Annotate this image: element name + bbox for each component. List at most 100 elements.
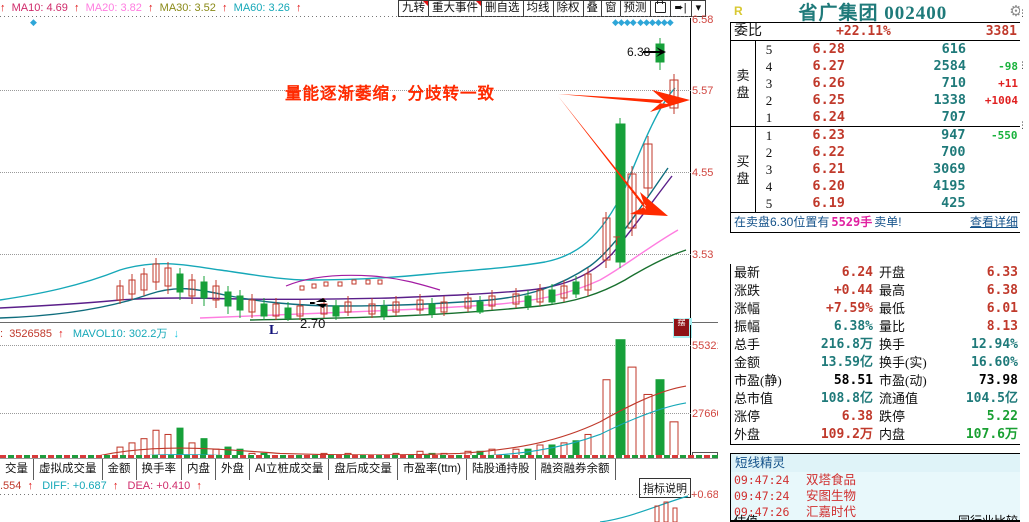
toolbar-button-major-events[interactable]: 重大事件	[429, 0, 482, 17]
price-axis-tick-2: 4.55	[692, 167, 714, 179]
sell-price[interactable]: 6.28	[812, 41, 845, 57]
toolbar-button-adjust[interactable]: 除权	[553, 0, 584, 17]
gear-icon[interactable]: ⚙	[1009, 3, 1023, 20]
tab-ai-pile-volume-label: AI立桩成交量	[255, 463, 324, 475]
price-chart-panel[interactable]: 6.58 5.57 4.55 3.53	[0, 14, 718, 338]
toolbar-button-remove-watchlist[interactable]: 删自选	[482, 0, 524, 17]
volume-axis-tick-0: 55321	[692, 340, 723, 352]
price-chart-frame	[0, 18, 691, 323]
tab-margin-balance[interactable]: 融资融券余额	[536, 459, 616, 480]
news-row: 09:47:24 双塔食品	[731, 472, 1021, 488]
ma-legend-bar: ↑ MA10: 4.69 ↑ MA20: 3.82 ↑ MA30: 3.52 ↑…	[0, 0, 718, 16]
toolbar-button-overlay[interactable]: 叠	[583, 0, 602, 17]
tab-amount[interactable]: 金额	[103, 459, 137, 480]
sell-price[interactable]: 6.27	[812, 58, 845, 74]
news-row: 09:47:26 汇嘉时代	[731, 504, 1021, 520]
tab-ai-pile-volume[interactable]: AI立桩成交量	[250, 459, 330, 480]
sell-qty: 2584	[933, 58, 966, 74]
tab-outer-volume-label: 外盘	[221, 463, 244, 475]
news-time: 09:47:24	[734, 489, 790, 503]
news-stock-name[interactable]: 安图生物	[806, 489, 857, 503]
buy-price[interactable]: 6.19	[812, 195, 845, 211]
tab-virtual-volume-label: 虚拟成交量	[39, 463, 97, 475]
large-order-notice[interactable]: 在卖盘6.30位置有 5529手 卖单! 查看详细	[731, 212, 1021, 232]
weibi-label: 委比	[734, 24, 762, 39]
buy-price[interactable]: 6.22	[812, 144, 845, 160]
stats-key: 最低	[879, 301, 906, 316]
macd-chart-panel[interactable]	[0, 480, 718, 522]
toolbar-button-forecast[interactable]: 预测	[620, 0, 651, 17]
tab-turnover-rate[interactable]: 换手率	[137, 459, 182, 480]
stats-value: 58.51	[833, 373, 873, 388]
lock-button[interactable]	[650, 0, 671, 17]
tab-after-hours-volume[interactable]: 盘后成交量	[329, 459, 398, 480]
macd-histogram	[654, 501, 678, 522]
dropdown-button[interactable]: ▾	[691, 0, 707, 17]
price-gridline	[0, 172, 691, 173]
chart-annotation-text: 量能逐渐萎缩，分歧转一致	[285, 85, 495, 103]
sell-side-label: 卖盘	[731, 41, 756, 127]
low-price-pointer	[310, 298, 327, 308]
buy-qty: 3069	[932, 161, 966, 177]
stats-value: 107.6万	[965, 427, 1018, 442]
low-price-tag: 2.70	[300, 316, 326, 331]
tab-virtual-volume[interactable]: 虚拟成交量	[34, 459, 103, 480]
mavol10-arrow: ↓	[170, 328, 180, 340]
quote-header: R 省广集团 002400 ⚙	[718, 0, 1029, 25]
ma60-label: MA60: 3.26	[233, 2, 290, 14]
buy-price[interactable]: 6.20	[812, 178, 845, 194]
stats-key: 市盈(动)	[879, 373, 927, 388]
buy-price[interactable]: 6.23	[812, 127, 845, 143]
sell-level-index: 4	[765, 59, 773, 74]
volume-chart-panel[interactable]: 55321 27660 X100	[0, 325, 723, 466]
chart-badge[interactable]: 摆	[673, 318, 692, 338]
toolbar-button-moving-average-label: 均线	[526, 2, 550, 14]
tab-amount-label: 金额	[107, 463, 131, 475]
buy-levels-table: 买盘 1 6.23 947 -550 2 6.22 700 3 6.21 306…	[731, 127, 1021, 212]
sell-level-row: 3 6.26 710 +11	[731, 75, 1021, 92]
buy-level-index: 3	[765, 162, 773, 177]
toolbar-button-moving-average[interactable]: 均线	[523, 0, 554, 17]
sell-price[interactable]: 6.25	[812, 92, 845, 108]
sell-price[interactable]: 6.26	[812, 75, 845, 91]
tab-northbound-holdings[interactable]: 陆股通持股	[467, 459, 536, 480]
large-order-notice-post: 卖单!	[874, 215, 902, 229]
toolbar-button-window[interactable]: 窗	[602, 0, 621, 17]
stock-name: 省广集团	[798, 2, 879, 24]
step-forward-button[interactable]: ➨|	[670, 0, 692, 17]
macd-zero-line	[0, 494, 695, 495]
ma-arrow-0: ↑	[0, 2, 9, 14]
view-detail-link[interactable]: 查看详细	[969, 215, 1018, 229]
chart-badge-label: 摆	[674, 319, 689, 336]
stats-row: 涨幅 +7.59% 最低 6.01	[731, 300, 1021, 318]
chart-area: ↑ MA10: 4.69 ↑ MA20: 3.82 ↑ MA30: 3.52 ↑…	[0, 0, 725, 522]
stats-key: 最高	[879, 283, 906, 298]
sell-price[interactable]: 6.24	[812, 109, 845, 125]
news-stock-name[interactable]: 双塔食品	[806, 473, 857, 487]
indicator-tabbar: 交量 虚拟成交量 金额 换手率 内盘 外盘 AI立桩成交量 盘后成交量 市盈率(…	[0, 458, 718, 480]
tab-inner-volume[interactable]: 内盘	[182, 459, 216, 480]
right-edge-strip: ⋮ ⋮ ⋮	[1018, 0, 1029, 522]
stock-title: 省广集团 002400	[743, 0, 1003, 25]
stats-key: 金额	[734, 355, 761, 370]
ma10-arrow: ↑	[70, 2, 83, 14]
short-line-wizard-title: 短线精灵	[731, 454, 1021, 472]
tab-outer-volume[interactable]: 外盘	[216, 459, 250, 480]
diamond-marker: ◆	[30, 17, 37, 27]
ma30-label: MA30: 3.52	[159, 2, 216, 14]
toolbar-button-jiuzhuan[interactable]: 九转	[398, 0, 429, 17]
volume-gridline	[0, 413, 691, 414]
stats-key: 振幅	[734, 319, 761, 334]
buy-side-label: 买盘	[731, 127, 756, 212]
tab-volume[interactable]: 交量	[0, 459, 34, 480]
indicator-help-button[interactable]: 指标说明	[639, 478, 691, 498]
buy-price[interactable]: 6.21	[812, 161, 845, 177]
toolbar-button-overlay-label: 叠	[586, 2, 599, 14]
order-book-box: 委比 +22.11% 3381 卖盘 5 6.28 616 4 6.27 258…	[730, 22, 1022, 233]
top-divider	[0, 16, 695, 17]
tab-pe-ttm[interactable]: 市盈率(ttm)	[398, 459, 468, 480]
sell-level-row: 1 6.24 707	[731, 109, 1021, 127]
news-stock-name[interactable]: 汇嘉时代	[806, 505, 857, 519]
buy-level-row: 5 6.19 425	[731, 195, 1021, 212]
peer-compare-link[interactable]: 同行业比较	[957, 514, 1018, 522]
